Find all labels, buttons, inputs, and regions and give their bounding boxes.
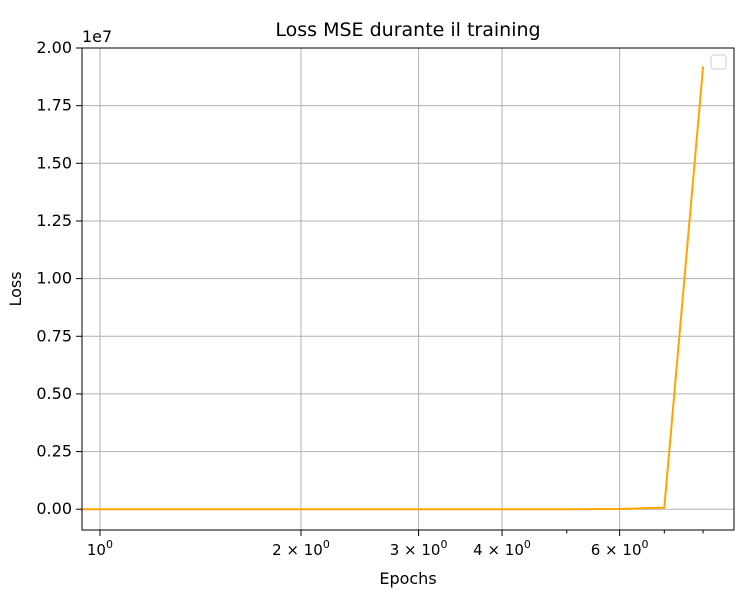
y-tick-label: 1.75 bbox=[36, 96, 72, 115]
x-tick-label-exponent: 0 bbox=[323, 538, 330, 551]
series-layer bbox=[82, 66, 705, 511]
x-axis-label: Epochs bbox=[379, 569, 436, 588]
loss-series-line bbox=[82, 66, 705, 511]
y-axis-ticks: 0.00 0.25 0.50 0.75 1.00 1.25 1.50 1.75 2.00 bbox=[36, 38, 82, 518]
x-tick-label-base: 2 × 10 bbox=[272, 541, 323, 559]
x-tick-label-base: 10 bbox=[87, 541, 106, 559]
x-tick-label-base: 4 × 10 bbox=[473, 541, 524, 559]
plot-area-frame bbox=[81, 47, 735, 531]
legend-box bbox=[710, 54, 727, 70]
x-tick-label-exponent: 0 bbox=[106, 538, 113, 551]
x-tick-label: 3 × 100 bbox=[390, 538, 448, 559]
x-axis-ticks: 100 2 × 100 3 × 100 4 × 100 6 × 100 bbox=[87, 530, 704, 559]
x-tick-label-exponent: 0 bbox=[524, 538, 531, 551]
x-tick-label-exponent: 0 bbox=[642, 538, 649, 551]
y-tick-label: 0.00 bbox=[36, 499, 72, 518]
y-tick-label: 1.25 bbox=[36, 211, 72, 230]
y-axis-offset-label: 1e7 bbox=[82, 27, 112, 46]
y-tick-label: 0.50 bbox=[36, 384, 72, 403]
chart-title: Loss MSE durante il training bbox=[275, 19, 540, 41]
x-tick-label: 4 × 100 bbox=[473, 538, 531, 559]
y-tick-label: 0.25 bbox=[36, 442, 72, 461]
y-tick-label: 2.00 bbox=[36, 38, 72, 57]
x-tick-label-exponent: 0 bbox=[440, 538, 447, 551]
x-tick-label: 100 bbox=[87, 538, 113, 559]
y-tick-label: 1.50 bbox=[36, 153, 72, 172]
x-tick-label-base: 6 × 10 bbox=[591, 541, 642, 559]
y-axis-label: Loss bbox=[6, 271, 25, 306]
x-tick-label: 6 × 100 bbox=[591, 538, 649, 559]
x-tick-label-base: 3 × 10 bbox=[390, 541, 441, 559]
y-tick-label: 1.00 bbox=[36, 269, 72, 288]
x-tick-label: 2 × 100 bbox=[272, 538, 330, 559]
y-tick-label: 0.75 bbox=[36, 326, 72, 345]
